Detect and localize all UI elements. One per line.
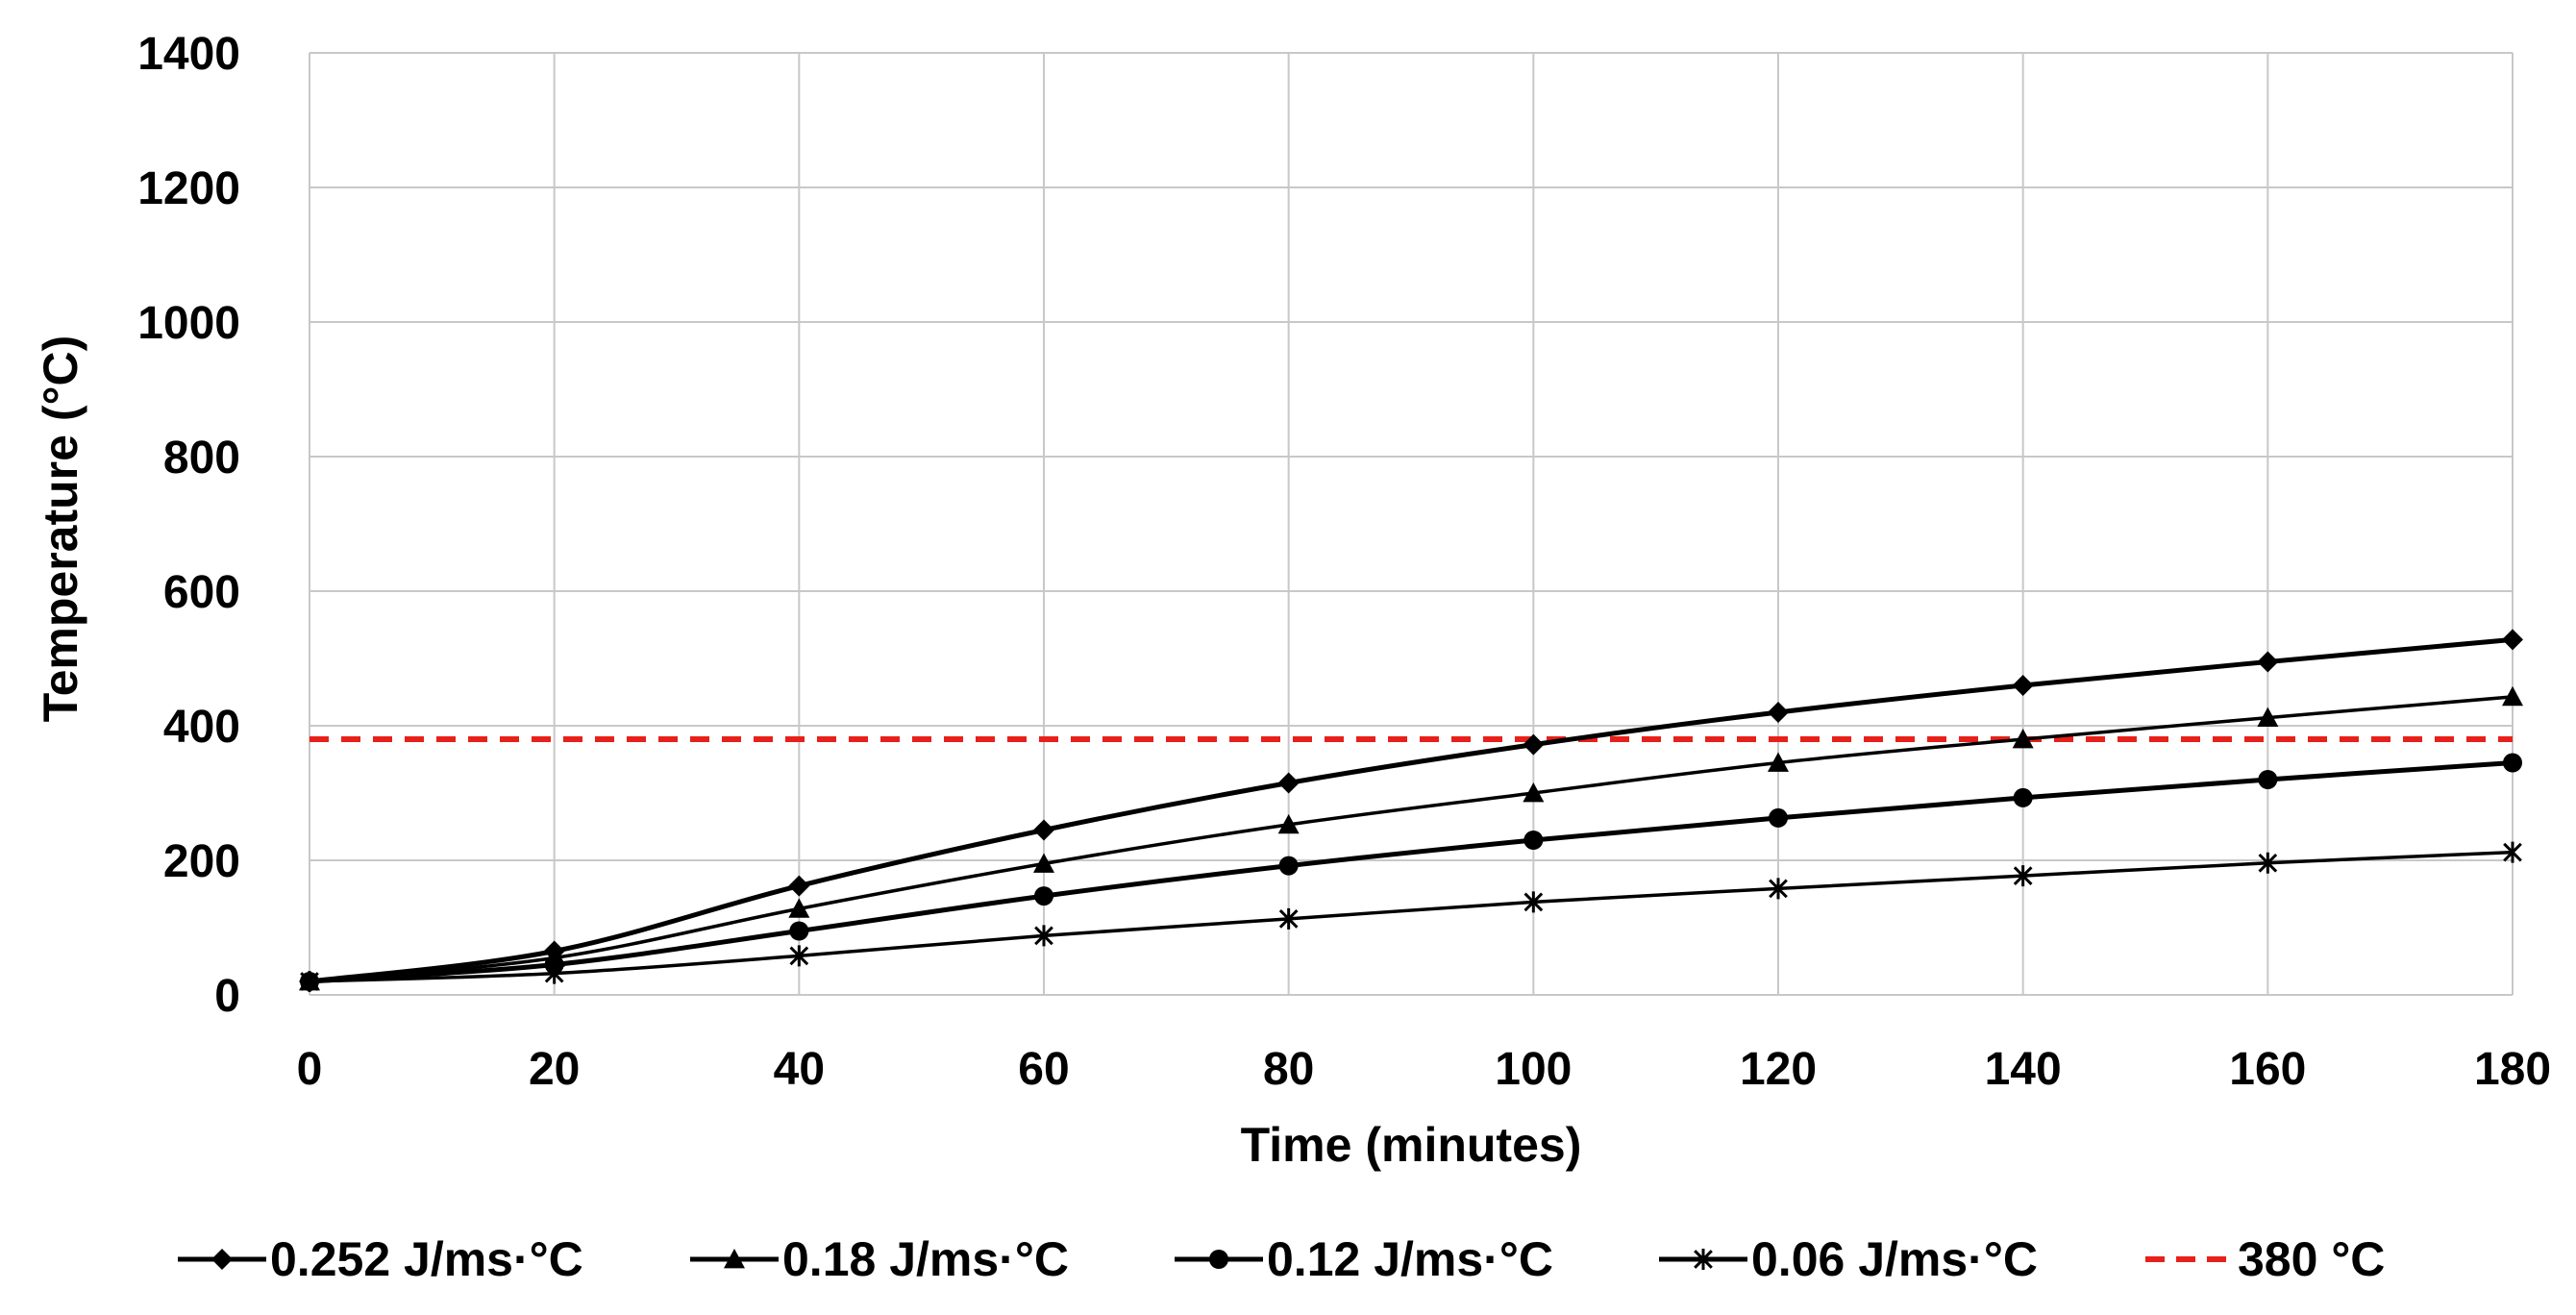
x-tick-label: 140 — [1985, 1044, 2062, 1095]
series-2-point — [1277, 813, 1300, 834]
series-2-point — [2502, 685, 2523, 707]
series-2-point — [788, 898, 810, 918]
tick-labels: 0 200 400 600 800 1000 1200 1400 0 20 40 60 80 100 120… — [137, 29, 2551, 1095]
series-4-point — [300, 971, 319, 992]
series-3-point — [2503, 753, 2522, 773]
series-4-point — [2503, 841, 2522, 863]
legend-swatch-marker — [1209, 1250, 1228, 1269]
series-3-point — [1769, 807, 1788, 828]
series-line-1 — [309, 636, 2514, 984]
legend-item-5: 380 °C — [2145, 1232, 2385, 1286]
legend-item-1: 0.252 J/ms·°C — [178, 1232, 583, 1286]
legend-label: 0.12 J/ms·°C — [1267, 1232, 1553, 1286]
legend-item-4: 0.06 J/ms·°C — [1659, 1232, 2038, 1286]
series-4-point — [544, 962, 564, 984]
series-1-point — [1523, 733, 1545, 756]
series-line-4 — [309, 850, 2514, 983]
legend-label: 0.06 J/ms·°C — [1751, 1232, 2038, 1286]
series-group — [299, 629, 2523, 992]
legend-swatch-marker — [724, 1249, 745, 1269]
series-1-point — [2257, 651, 2279, 673]
series-3-point — [1523, 831, 1544, 850]
series-1-point — [1277, 772, 1300, 794]
series-3-point — [789, 921, 809, 941]
x-tick-label: 60 — [1018, 1044, 1069, 1095]
series-4-point — [1769, 878, 1788, 900]
y-tick-label: 600 — [163, 567, 240, 618]
x-axis-title: Time (minutes) — [1241, 1118, 1582, 1172]
series-1-point — [2502, 629, 2523, 651]
x-tick-label: 100 — [1495, 1044, 1572, 1095]
y-tick-label: 0 — [214, 971, 240, 1022]
series-4-point — [2258, 852, 2278, 874]
legend: 0.252 J/ms·°C 0.18 J/ms·°C 0.12 J/ms·°C 0.0… — [178, 1232, 2385, 1286]
series-4-point — [789, 945, 809, 967]
x-tick-label: 180 — [2474, 1044, 2551, 1095]
x-tick-label: 20 — [529, 1044, 580, 1095]
series-3-point — [2013, 787, 2033, 807]
y-tick-label: 1200 — [137, 163, 240, 214]
y-tick-label: 1000 — [137, 298, 240, 349]
series-3-point — [2258, 770, 2278, 789]
x-tick-label: 160 — [2229, 1044, 2306, 1095]
series-4-point — [1278, 907, 1299, 930]
series-2-point — [1768, 752, 1789, 772]
series-2-point — [2257, 707, 2279, 727]
series-3-point — [1278, 856, 1299, 876]
legend-item-2: 0.18 J/ms·°C — [690, 1232, 1069, 1286]
series-2-point — [1033, 853, 1054, 873]
series-1-point — [2012, 675, 2034, 696]
legend-label: 0.252 J/ms·°C — [270, 1232, 583, 1286]
y-tick-label: 1400 — [137, 29, 240, 80]
x-tick-label: 40 — [774, 1044, 825, 1095]
series-4-point — [2013, 865, 2033, 887]
series-1-point — [788, 875, 810, 897]
series-1-point — [1033, 819, 1054, 841]
x-tick-label: 120 — [1740, 1044, 1817, 1095]
series-2-point — [2012, 729, 2034, 749]
legend-swatch-marker — [1694, 1249, 1713, 1270]
series-4-point — [1523, 891, 1544, 913]
legend-label: 380 °C — [2238, 1232, 2385, 1286]
series-line-2 — [309, 695, 2514, 983]
y-tick-label: 400 — [163, 702, 240, 753]
x-tick-label: 80 — [1263, 1044, 1314, 1095]
legend-item-3: 0.12 J/ms·°C — [1175, 1232, 1553, 1286]
series-3-point — [1034, 886, 1053, 906]
legend-swatch-marker — [211, 1249, 233, 1270]
legend-label: 0.18 J/ms·°C — [782, 1232, 1069, 1286]
series-1-point — [1768, 702, 1789, 723]
y-axis-title: Temperature (°C) — [34, 335, 87, 722]
series-2-point — [1523, 782, 1545, 803]
series-line-3 — [309, 760, 2514, 984]
x-tick-label: 0 — [297, 1044, 323, 1095]
y-tick-label: 800 — [163, 433, 240, 484]
series-4-point — [1034, 925, 1053, 947]
y-tick-label: 200 — [163, 836, 240, 887]
